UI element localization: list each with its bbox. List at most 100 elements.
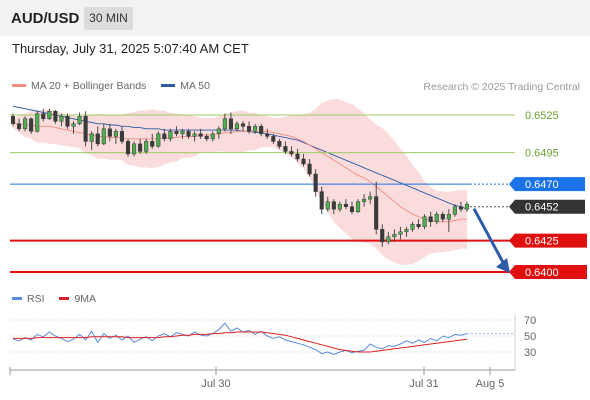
- candle-body-down: [265, 133, 270, 137]
- candle-body-down: [307, 163, 312, 175]
- candle: [132, 141, 137, 157]
- candle-body-down: [240, 123, 246, 127]
- candle-body-up: [23, 118, 28, 130]
- candle: [265, 128, 270, 139]
- x-axis-label: Jul 30: [201, 378, 230, 390]
- rsi-tick-30: 30: [524, 347, 536, 359]
- x-axis-label: Aug 5: [476, 378, 505, 390]
- candle-body-up: [156, 133, 161, 147]
- candle-body-down: [458, 206, 463, 210]
- ma20-swatch: [12, 83, 26, 87]
- candle: [289, 146, 294, 157]
- candle-body-up: [216, 128, 221, 135]
- rsi-tick-50: 50: [524, 331, 536, 343]
- candle-body-up: [180, 131, 185, 135]
- candle-body-down: [228, 118, 233, 130]
- candle-body-up: [404, 229, 409, 233]
- candle-body-down: [247, 126, 252, 132]
- legend-item-ma50: MA 50: [161, 80, 210, 92]
- candle: [77, 112, 82, 126]
- candle: [168, 128, 173, 142]
- candle: [422, 214, 427, 230]
- candle: [216, 126, 221, 139]
- ma50-swatch: [161, 83, 176, 87]
- timeframe-badge[interactable]: 30 MIN: [84, 7, 133, 30]
- symbol-label: AUD/USD: [11, 10, 80, 27]
- candle-body-down: [95, 133, 100, 145]
- rsi-label: RSI: [27, 293, 45, 305]
- candle-body-down: [331, 201, 336, 210]
- candle-body-up: [253, 126, 258, 132]
- research-credit: Research © 2025 Trading Central: [423, 81, 580, 93]
- candle: [374, 181, 379, 235]
- candle-body-up: [210, 133, 215, 140]
- level-label-0-6470: 0.6470: [525, 179, 559, 191]
- candle: [192, 131, 197, 142]
- candle: [398, 226, 403, 240]
- candle: [362, 194, 367, 207]
- candle: [204, 133, 209, 142]
- level-label-0-6495: 0.6495: [525, 148, 559, 160]
- candle: [301, 153, 306, 167]
- candle-body-down: [416, 224, 421, 228]
- candle-body-up: [410, 224, 415, 230]
- candle: [355, 199, 361, 213]
- candle-body-down: [440, 213, 445, 220]
- level-tag-0-6400: [509, 265, 587, 279]
- header-bar: AUD/USD 30 MIN: [0, 0, 590, 36]
- candle-body-up: [144, 141, 149, 152]
- candle: [210, 131, 215, 142]
- level-tag-0-6425: [509, 233, 587, 248]
- candle-body-up: [422, 216, 427, 228]
- candle-body-down: [65, 116, 70, 127]
- bollinger-band: [13, 98, 467, 265]
- ma20-label: MA 20 + Bollinger Bands: [31, 80, 147, 92]
- candle-body-down: [83, 116, 88, 142]
- ma50-label: MA 50: [180, 80, 210, 92]
- candle: [101, 123, 106, 146]
- ma9-swatch: [59, 296, 70, 300]
- candle-body-up: [59, 116, 64, 122]
- candle: [259, 123, 264, 137]
- candle-body-up: [446, 213, 451, 220]
- candle: [313, 169, 318, 197]
- candle: [89, 131, 94, 151]
- candle: [464, 201, 470, 212]
- candle: [41, 108, 46, 122]
- candle-body-down: [301, 158, 306, 165]
- candle-body-down: [259, 126, 264, 135]
- candle-body-down: [119, 131, 125, 142]
- candle-body-down: [17, 123, 22, 130]
- report-datetime: Thursday, July 31, 2025 5:07:40 AM CET: [12, 41, 249, 56]
- candle-body-down: [186, 131, 191, 137]
- candle: [23, 116, 28, 132]
- candle-body-up: [325, 201, 330, 210]
- candle-body-down: [198, 133, 203, 137]
- candle: [53, 109, 58, 124]
- candle: [198, 128, 203, 139]
- candle-body-down: [380, 229, 385, 243]
- candle-body-down: [289, 151, 294, 155]
- candle-body-down: [10, 116, 16, 125]
- candle-body-down: [319, 191, 324, 210]
- candle-body-up: [222, 118, 227, 130]
- candle: [452, 204, 457, 217]
- forecast-arrow-shaft: [472, 207, 507, 267]
- candle: [440, 211, 445, 222]
- rsi-swatch: [12, 296, 22, 300]
- candle: [416, 219, 421, 230]
- level-label-0-6400: 0.6400: [525, 267, 559, 279]
- candle: [17, 118, 22, 132]
- level-tag-0-6470: [509, 177, 585, 192]
- candle-body-up: [368, 196, 373, 200]
- candle-body-up: [337, 203, 342, 210]
- candle-body-up: [452, 206, 457, 215]
- candle-body-up: [355, 201, 361, 212]
- candle-body-down: [125, 141, 131, 155]
- candle: [59, 113, 64, 127]
- ma50-line: [12, 105, 468, 210]
- candle-body-up: [386, 236, 391, 243]
- candle-body-down: [428, 216, 433, 223]
- candle: [180, 128, 185, 139]
- candle: [113, 128, 118, 144]
